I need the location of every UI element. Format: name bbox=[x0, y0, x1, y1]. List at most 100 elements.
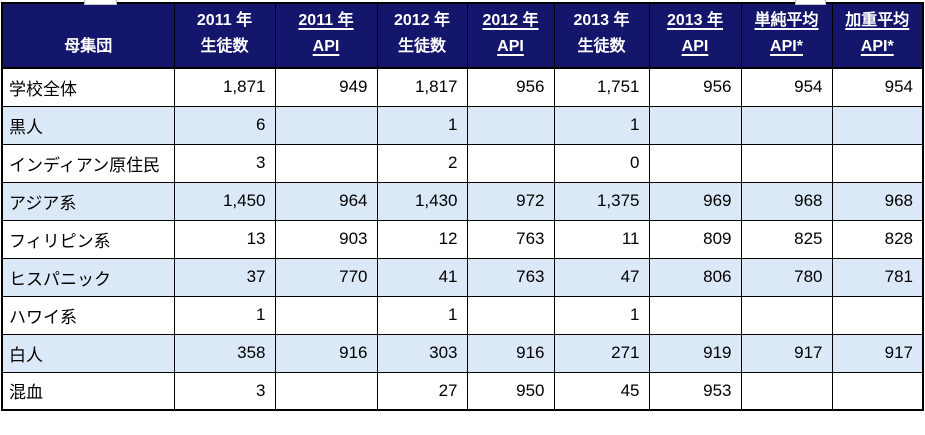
cell-students-2011: 13 bbox=[173, 219, 276, 259]
column-header-api-weighted-avg[interactable]: 加重平均 API* bbox=[831, 2, 924, 69]
table-header: 母集団 2011 年生徒数 2011 年 API 2012 年生徒数 2012 年 API 2… bbox=[1, 2, 924, 69]
api-population-table: 母集団 2011 年生徒数 2011 年 API 2012 年生徒数 2012 年 API 2… bbox=[1, 2, 924, 411]
cell-students-2013: 45 bbox=[553, 371, 650, 411]
cell-students-2012: 1,430 bbox=[376, 181, 468, 221]
row-label: 混血 bbox=[1, 371, 175, 411]
cell-students-2011: 3 bbox=[173, 371, 276, 411]
cell-api-weighted-avg bbox=[831, 143, 924, 183]
cell-api-simple-avg: 780 bbox=[740, 257, 833, 297]
cell-students-2011: 1 bbox=[173, 295, 276, 335]
cell-api-simple-avg bbox=[740, 105, 833, 145]
column-header-label: API bbox=[497, 38, 524, 55]
cell-students-2012: 12 bbox=[376, 219, 468, 259]
cell-api-2013: 969 bbox=[648, 181, 742, 221]
cell-api-2011 bbox=[274, 295, 378, 335]
cell-students-2013: 0 bbox=[553, 143, 650, 183]
column-header-label: 2013 年 bbox=[573, 12, 630, 29]
top-edge-artifact bbox=[84, 0, 117, 5]
cell-students-2013: 11 bbox=[553, 219, 650, 259]
cell-api-simple-avg: 968 bbox=[740, 181, 833, 221]
cell-students-2012: 303 bbox=[376, 333, 468, 373]
row-label: ハワイ系 bbox=[1, 295, 175, 335]
row-label: ヒスパニック bbox=[1, 257, 175, 297]
cell-api-2011: 903 bbox=[274, 219, 378, 259]
cell-students-2013: 47 bbox=[553, 257, 650, 297]
table-body: 学校全体 1,871 949 1,817 956 1,751 956 954 954 黒人 6 1 1 イ… bbox=[1, 67, 924, 411]
cell-api-2013: 953 bbox=[648, 371, 742, 411]
column-header-label: 加重平均 bbox=[845, 12, 910, 29]
table-row: ハワイ系 1 1 1 bbox=[1, 295, 924, 335]
table-row: フィリピン系 13 903 12 763 11 809 825 828 bbox=[1, 219, 924, 259]
cell-api-simple-avg bbox=[740, 143, 833, 183]
column-header-api-2012[interactable]: 2012 年 API bbox=[466, 2, 555, 69]
table-row: 混血 3 27 950 45 953 bbox=[1, 371, 924, 411]
cell-api-2013 bbox=[648, 105, 742, 145]
table-row: ヒスパニック 37 770 41 763 47 806 780 781 bbox=[1, 257, 924, 297]
cell-students-2011: 358 bbox=[173, 333, 276, 373]
cell-api-2011 bbox=[274, 371, 378, 411]
cell-api-2012 bbox=[466, 295, 555, 335]
column-header-label: 2013 年 bbox=[666, 12, 724, 29]
cell-students-2013: 1 bbox=[553, 105, 650, 145]
row-label: フィリピン系 bbox=[1, 219, 175, 259]
table-row: 黒人 6 1 1 bbox=[1, 105, 924, 145]
row-label: 学校全体 bbox=[1, 67, 175, 107]
cell-api-2011: 949 bbox=[274, 67, 378, 107]
column-header-group: 母集団 bbox=[1, 2, 175, 69]
cell-api-weighted-avg bbox=[831, 295, 924, 335]
column-header-label: 生徒数 bbox=[200, 38, 249, 55]
column-header-label: 2012 年 bbox=[393, 12, 451, 29]
column-header-label: API bbox=[681, 38, 709, 55]
column-header-api-2013[interactable]: 2013 年 API bbox=[648, 2, 742, 69]
column-header-label: API* bbox=[860, 38, 894, 55]
column-header-label: 2011 年 bbox=[196, 12, 253, 29]
cell-api-2011: 964 bbox=[274, 181, 378, 221]
cell-api-simple-avg bbox=[740, 371, 833, 411]
cell-api-2012: 972 bbox=[466, 181, 555, 221]
cell-students-2011: 3 bbox=[173, 143, 276, 183]
cell-api-2012: 916 bbox=[466, 333, 555, 373]
cell-api-2013: 809 bbox=[648, 219, 742, 259]
column-header-label: 2012 年 bbox=[482, 12, 539, 29]
cell-api-2011: 770 bbox=[274, 257, 378, 297]
cell-api-2013: 806 bbox=[648, 257, 742, 297]
column-header-label: 2011 年 bbox=[298, 12, 354, 29]
cell-api-simple-avg: 954 bbox=[740, 67, 833, 107]
cell-api-weighted-avg: 954 bbox=[831, 67, 924, 107]
row-label: インディアン原住民 bbox=[1, 143, 175, 183]
cell-api-2012: 763 bbox=[466, 219, 555, 259]
cell-students-2013: 1,375 bbox=[553, 181, 650, 221]
cell-api-weighted-avg: 917 bbox=[831, 333, 924, 373]
table-row: インディアン原住民 3 2 0 bbox=[1, 143, 924, 183]
column-header-students-2011: 2011 年生徒数 bbox=[173, 2, 276, 69]
table-row: アジア系 1,450 964 1,430 972 1,375 969 968 968 bbox=[1, 181, 924, 221]
cell-api-2012: 763 bbox=[466, 257, 555, 297]
cell-api-weighted-avg bbox=[831, 105, 924, 145]
cell-students-2011: 1,871 bbox=[173, 67, 276, 107]
table-row: 学校全体 1,871 949 1,817 956 1,751 956 954 954 bbox=[1, 67, 924, 107]
cell-students-2011: 37 bbox=[173, 257, 276, 297]
cell-api-2011 bbox=[274, 143, 378, 183]
column-header-api-2011[interactable]: 2011 年 API bbox=[274, 2, 378, 69]
column-header-students-2013: 2013 年生徒数 bbox=[553, 2, 650, 69]
cell-students-2012: 1 bbox=[376, 295, 468, 335]
cell-api-2012: 950 bbox=[466, 371, 555, 411]
cell-api-2013: 956 bbox=[648, 67, 742, 107]
column-header-label: 生徒数 bbox=[577, 38, 626, 55]
cell-api-simple-avg: 917 bbox=[740, 333, 833, 373]
cell-api-2013: 919 bbox=[648, 333, 742, 373]
cell-students-2011: 6 bbox=[173, 105, 276, 145]
table-row: 白人 358 916 303 916 271 919 917 917 bbox=[1, 333, 924, 373]
cell-students-2012: 1,817 bbox=[376, 67, 468, 107]
cell-api-simple-avg: 825 bbox=[740, 219, 833, 259]
cell-api-simple-avg bbox=[740, 295, 833, 335]
cell-students-2012: 2 bbox=[376, 143, 468, 183]
cell-api-2013 bbox=[648, 295, 742, 335]
column-header-api-simple-avg[interactable]: 単純平均 API* bbox=[740, 2, 833, 69]
cell-students-2013: 271 bbox=[553, 333, 650, 373]
column-header-label: 生徒数 bbox=[397, 38, 446, 55]
cell-api-2011 bbox=[274, 105, 378, 145]
cell-api-2012 bbox=[466, 143, 555, 183]
cell-api-2012: 956 bbox=[466, 67, 555, 107]
